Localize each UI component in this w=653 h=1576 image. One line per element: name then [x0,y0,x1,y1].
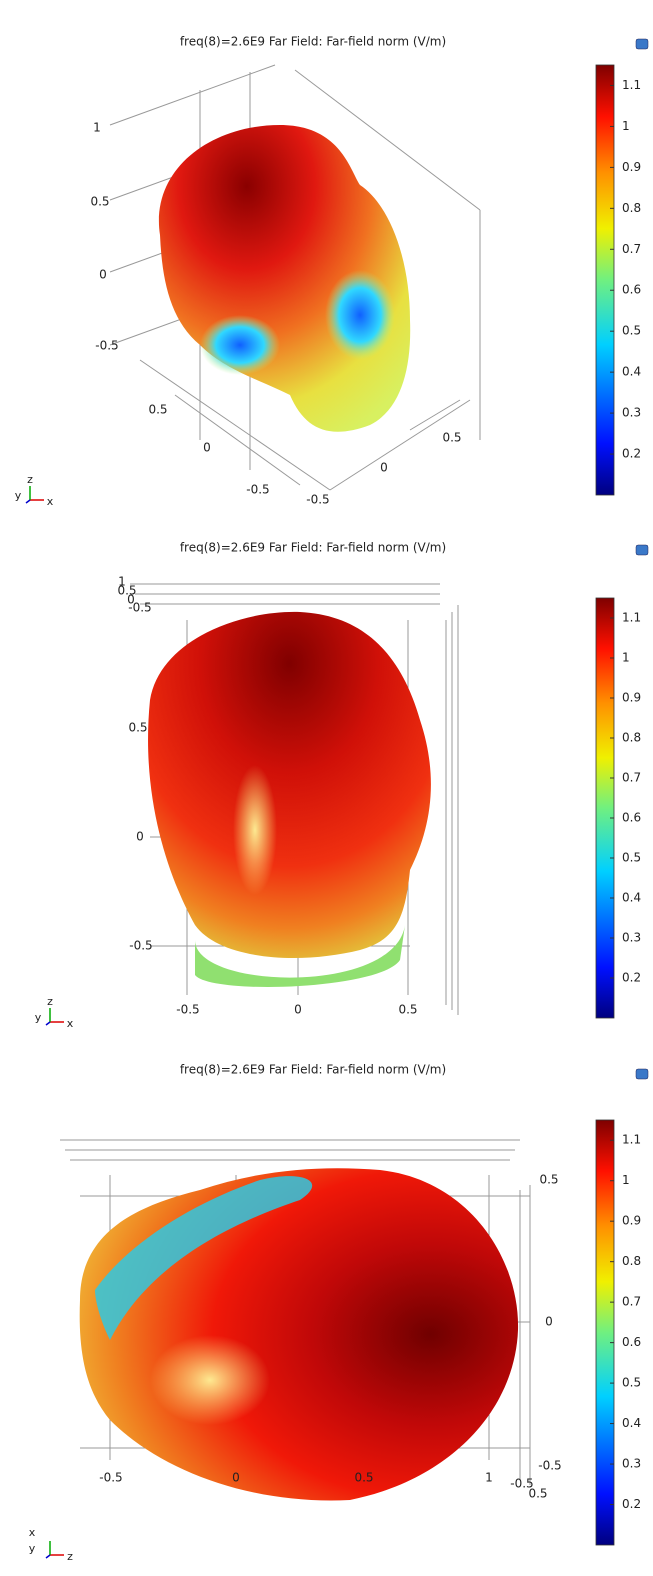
colorbar-tick-label: 1 [622,119,630,133]
plot-title: freq(8)=2.6E9 Far Field: Far-field norm … [180,1063,446,1077]
axis-tick-label: -0.5 [246,483,269,497]
axis-tick-label: 1 [485,1471,493,1485]
colorbar-tick-label: 0.7 [622,1295,641,1309]
colorbar-tick-label: 0.2 [622,447,641,461]
triad-label: y [35,1011,42,1024]
triad-label: x [47,495,54,508]
axis-tick-label: 0 [127,593,135,607]
axis-tick-label: 0.5 [539,1173,558,1187]
colorbar-tick-label: 0.5 [622,851,641,865]
axis-tick-label: 0.5 [90,195,109,209]
colorbar-tick-label: 1.1 [622,1133,641,1147]
colorbar-tick-label: 0.7 [622,771,641,785]
axis-tick-label: 0.5 [528,1487,547,1501]
axis-tick-label: 0.5 [354,1471,373,1485]
triad-label: y [29,1542,36,1555]
colorbar-tick-label: 0.4 [622,365,641,379]
axis-tick-label: -0.5 [538,1459,561,1473]
axis-tick-label: 0 [545,1315,553,1329]
triad-axis [45,1021,51,1026]
axis-tick-label: 1 [118,575,126,589]
axis-tick-label: -0.5 [95,339,118,353]
colorbar-tick-label: 0.5 [622,324,641,338]
colorbar-tick-label: 0.3 [622,931,641,945]
axis-tick-label: 0.5 [128,721,147,735]
axis-tick-label: 0.5 [117,584,136,598]
colorbar-tick-label: 0.6 [622,811,641,825]
colorbar-tick-label: 0.6 [622,283,641,297]
triad-label: y [15,489,22,502]
axis-tick-label: 0 [99,268,107,282]
export-icon [635,544,649,556]
colorbar-tick-label: 0.8 [622,731,641,745]
axis-tick-label: 1 [93,121,101,135]
axis-tick-label: 0 [136,830,144,844]
axis-tick-label: 0 [380,461,388,475]
colorbar-tick-label: 1.1 [622,611,641,625]
colorbar-tick-label: 0.9 [622,1214,641,1228]
triad-label: x [29,1526,36,1539]
triad-label: z [27,473,33,486]
colorbar-tick-label: 1.1 [622,78,641,92]
triad-axis [25,499,31,504]
triad-axis [45,1554,51,1559]
plot-title: freq(8)=2.6E9 Far Field: Far-field norm … [180,541,446,555]
colorbar-tick-label: 0.3 [622,406,641,420]
colorbar [595,1119,615,1546]
axis-tick-label: -0.5 [306,493,329,507]
surface [158,125,411,432]
axis-tick-label: -0.5 [129,939,152,953]
plot-title: freq(8)=2.6E9 Far Field: Far-field norm … [180,35,446,49]
triad-label: z [47,995,53,1008]
export-icon [635,38,649,50]
axis-tick-label: -0.5 [176,1003,199,1017]
surface [79,1168,519,1501]
axis-tick-label: 0.5 [148,403,167,417]
axis-tick-label: -0.5 [510,1477,533,1491]
axis-tick-label: -0.5 [128,601,151,615]
axis-tick-label: 0 [294,1003,302,1017]
colorbar-tick-label: 0.4 [622,891,641,905]
axis-tick-label: 0.5 [398,1003,417,1017]
colorbar-tick-label: 0.4 [622,1416,641,1430]
colorbar-tick-label: 0.6 [622,1335,641,1349]
colorbar-tick-label: 0.9 [622,160,641,174]
colorbar-tick-label: 1 [622,1173,630,1187]
triad-label: x [67,1017,74,1030]
axis-tick-label: -0.5 [99,1471,122,1485]
triad-label: z [67,1550,73,1563]
colorbar-tick-label: 0.8 [622,1254,641,1268]
export-icon [635,1068,649,1080]
colorbar-tick-label: 0.5 [622,1376,641,1390]
axis-tick-label: 0 [232,1471,240,1485]
colorbar-tick-label: 0.8 [622,201,641,215]
colorbar-tick-label: 0.3 [622,1457,641,1471]
colorbar-tick-label: 0.9 [622,691,641,705]
colorbar-tick-label: 0.7 [622,242,641,256]
colorbar-tick-label: 0.2 [622,971,641,985]
surface [148,611,431,987]
colorbar [595,64,615,496]
axis-tick-label: 0 [203,441,211,455]
colorbar-tick-label: 1 [622,651,630,665]
colorbar-tick-label: 0.2 [622,1497,641,1511]
axis-tick-label: 0.5 [442,431,461,445]
colorbar [595,597,615,1019]
